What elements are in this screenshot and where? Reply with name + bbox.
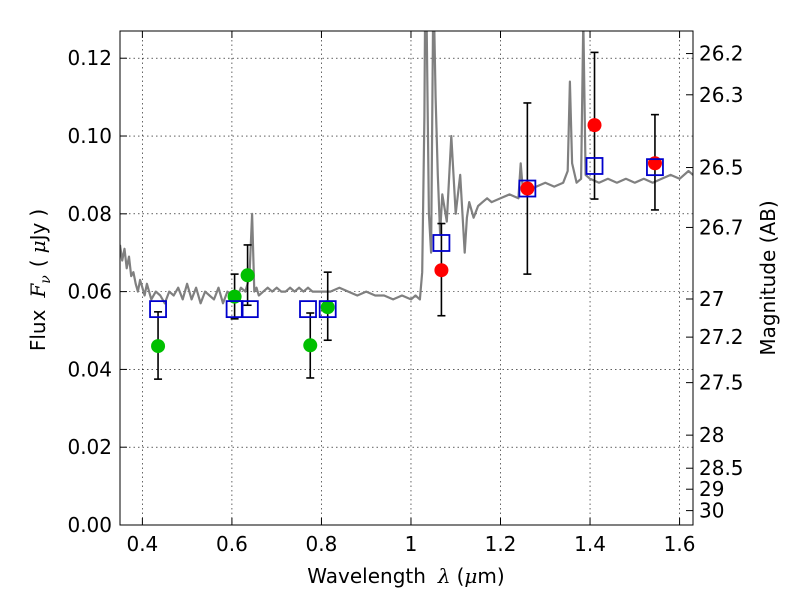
y-tick-label: 0.12 [67,46,112,70]
x-tick-label: 1.2 [485,532,517,556]
plot-frame [119,30,694,526]
x-tick-label: 1.4 [574,532,606,556]
red-data-point [520,181,535,196]
y-tick-label: 0.10 [67,124,112,148]
x-tick-label: 0.4 [126,532,158,556]
mag-tick-label: 29 [699,477,724,501]
mag-tick-label: 27.5 [699,371,744,395]
model-photometry-square [585,157,604,175]
x-tick-label: 0.6 [216,532,248,556]
x-axis-label: Wavelength λ (μm) [307,564,504,588]
y-tick-label: 0.08 [67,202,112,226]
model-photometry-square [646,158,664,177]
y-tick-label: 0.04 [67,357,112,381]
x-tick-label: 1.6 [664,532,696,556]
red-data-point [587,118,602,133]
mag-tick-label: 26.5 [699,156,744,180]
model-photometry-square [432,234,451,252]
axes: 0.4 0.6 0.8 1 1.2 1.4 1.6 0.00 0.02 0.04 0.06 0.08 0… [67,31,744,556]
mag-tick-label: 26.7 [699,215,744,239]
model-photometry-square [318,300,337,319]
y-tick-label: 0.06 [67,280,112,304]
model-photometry-square [240,300,259,319]
y2-axis-label: Magnitude (AB) [756,200,780,355]
green-data-point [320,300,335,315]
mag-tick-label: 28.5 [699,456,744,480]
mag-tick-label: 27.2 [699,325,744,349]
y-tick-label: 0.00 [67,513,112,537]
model-spectrum-line [120,31,693,305]
model-photometry-square [299,300,317,319]
green-data-point [227,289,242,304]
y-axis-label: FluxFν(μJy) [26,209,54,351]
model-photometry-square [518,179,537,198]
x-tick-label: 1 [405,532,418,556]
y-tick-label: 0.02 [67,435,112,459]
mag-tick-label: 26.2 [699,42,744,66]
x-tick-label: 0.8 [306,532,338,556]
grid [120,31,693,526]
green-data-point [240,268,255,283]
markers [149,51,664,380]
model-photometry-square [149,300,167,319]
mag-tick-label: 28 [699,423,724,447]
red-data-point [434,263,449,278]
mag-tick-label: 30 [699,499,724,523]
plot-area [120,31,693,305]
green-data-point [151,339,166,354]
mag-tick-label: 27 [699,287,724,311]
mag-tick-label: 26.3 [699,83,744,107]
green-data-point [303,338,318,353]
